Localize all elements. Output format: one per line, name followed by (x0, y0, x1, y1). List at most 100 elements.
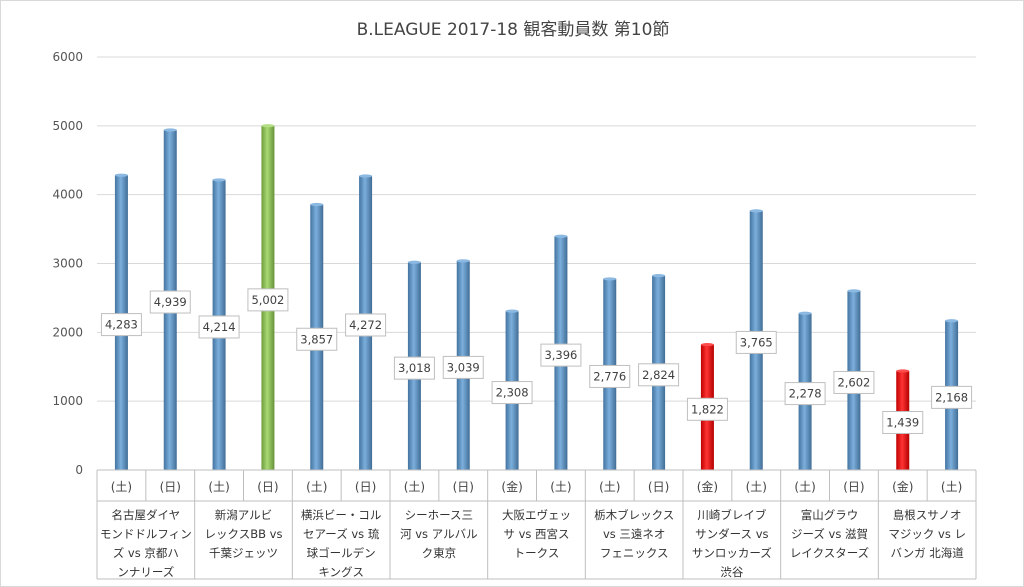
y-tick-label: 1000 (52, 394, 83, 408)
matchup-label-line: 新潟アルビ (215, 508, 272, 522)
matchup-label-line: サンロッカーズ (692, 546, 772, 560)
bar-top (407, 260, 421, 264)
day-label: (土) (794, 480, 815, 494)
bar-top (945, 319, 959, 323)
day-label: (土) (941, 480, 962, 494)
bar-top (896, 369, 910, 373)
day-label: (金) (697, 479, 718, 494)
day-label: (日) (257, 480, 278, 494)
matchup-label: 名古屋ダイヤモンドドルフィンズ vs 京都ハンナリーズ (100, 508, 192, 579)
matchup-label-line: 横浜ビー・コル (301, 508, 382, 522)
data-label: 2,602 (837, 375, 870, 389)
day-label: (土) (306, 480, 327, 494)
data-label-box (393, 356, 435, 380)
data-label: 4,283 (105, 318, 138, 332)
matchup-label-line: 川崎ブレイブ (697, 508, 766, 522)
data-label: 2,824 (642, 368, 675, 382)
matchup-label-line: ンナリーズ (117, 565, 174, 579)
bar-top (798, 311, 812, 315)
matchup-label-line: マジック vs レ (888, 527, 966, 541)
data-label-box (686, 397, 728, 421)
matchup-label-line: ズ vs 京都ハ (113, 546, 179, 560)
data-label-box (345, 313, 387, 337)
matchup-label-line: サ vs 西宮ス (503, 527, 569, 541)
matchup-label-line: セアーズ vs 琉 (303, 527, 380, 541)
data-label-box (296, 327, 338, 351)
day-label: (土) (599, 480, 620, 494)
data-label-box (589, 364, 631, 388)
matchup-label-line: レックスBB vs (205, 527, 283, 541)
data-label: 4,214 (203, 320, 236, 334)
y-tick-label: 0 (75, 463, 83, 477)
data-label: 4,272 (349, 318, 382, 332)
matchup-label-line: シーホース三 (405, 508, 473, 522)
bar-top (505, 309, 519, 313)
matchup-label-line: サンダース vs (695, 527, 768, 541)
data-label: 3,396 (544, 348, 577, 362)
data-label-box (198, 315, 240, 339)
matchup-label-line: 栃木ブレックス (594, 508, 674, 522)
data-label: 3,039 (447, 360, 480, 374)
y-tick-label: 2000 (52, 325, 83, 339)
bar-top (847, 289, 861, 293)
day-label: (金) (501, 479, 522, 494)
day-label: (土) (208, 480, 229, 494)
matchup-label-line: 大阪エヴェッ (502, 508, 571, 522)
data-label-box (931, 385, 973, 409)
day-label: (金) (892, 479, 913, 494)
matchup-label-line: 富山グラウ (801, 508, 859, 522)
data-label-box (784, 382, 826, 406)
y-tick-label: 3000 (52, 257, 83, 271)
matchup-label-line: ク東京 (422, 546, 457, 560)
matchup-label: 新潟アルビレックスBB vs 千葉ジェッツ (205, 508, 283, 560)
data-labels: 4,283 4,939 4,214 5,002 3,857 4,272 3,018 3,039… (100, 288, 973, 434)
matchup-label-line: トークス (514, 546, 560, 560)
matchup-label-line: レイクスターズ (790, 546, 869, 560)
data-label-box (540, 343, 582, 367)
data-label: 5,002 (251, 293, 284, 307)
day-label: (日) (355, 480, 376, 494)
matchup-label-line: vs 三遠ネオ (603, 527, 665, 541)
day-label: (土) (404, 480, 425, 494)
bar-top (310, 202, 324, 207)
matchup-label: 横浜ビー・コルセアーズ vs 琉球ゴールデンキングス (301, 508, 382, 579)
matchup-label-line: バンガ 北海道 (891, 546, 965, 560)
matchup-label: 栃木ブレックス vs 三遠ネオフェニックス (594, 508, 674, 560)
matchup-label-line: 千葉ジェッツ (209, 546, 278, 560)
matchup-label-line: 球ゴールデン (307, 546, 376, 560)
y-tick-label: 4000 (52, 188, 83, 202)
data-label: 3,857 (300, 332, 333, 346)
y-axis: 0 1000 2000 3000 4000 5000 6000 (52, 50, 83, 477)
day-label: (日) (160, 480, 181, 494)
data-label: 4,939 (154, 295, 187, 309)
data-label: 3,765 (740, 335, 773, 349)
data-label: 2,776 (593, 369, 626, 383)
bar-top (749, 209, 763, 213)
bar-top (652, 274, 666, 278)
bars (114, 124, 959, 470)
day-label: (日) (453, 480, 474, 494)
data-label-box (247, 288, 289, 312)
matchup-label: 大阪エヴェッサ vs 西宮ストークス (502, 508, 571, 560)
matchup-label: 島根スサノオマジック vs レバンガ 北海道 (888, 508, 966, 560)
matchup-label-line: モンドドルフィン (100, 527, 192, 541)
chart-title: B.LEAGUE 2017-18 観客動員数 第10節 (357, 20, 670, 40)
bar-top (163, 128, 177, 132)
data-label-box (833, 370, 875, 394)
bar-top (554, 234, 568, 238)
matchup-label-line: フェニックス (600, 546, 669, 560)
day-label: (土) (111, 480, 132, 494)
x-axis: (土) (日) (土) (日) (土) (日) (土) (日) (金) (土) (土) (日) (金) (… (96, 469, 977, 580)
bar-top (700, 342, 714, 347)
data-label-box (442, 355, 484, 379)
data-label-box (149, 290, 191, 314)
day-label: (日) (843, 480, 864, 494)
day-label: (土) (550, 480, 571, 494)
bar-top (261, 124, 275, 128)
data-label-box (735, 330, 777, 354)
matchup-label-line: 河 vs アルバル (400, 527, 478, 541)
matchup-label-line: 島根スサノオ (893, 508, 962, 522)
y-tick-label: 6000 (52, 50, 83, 64)
